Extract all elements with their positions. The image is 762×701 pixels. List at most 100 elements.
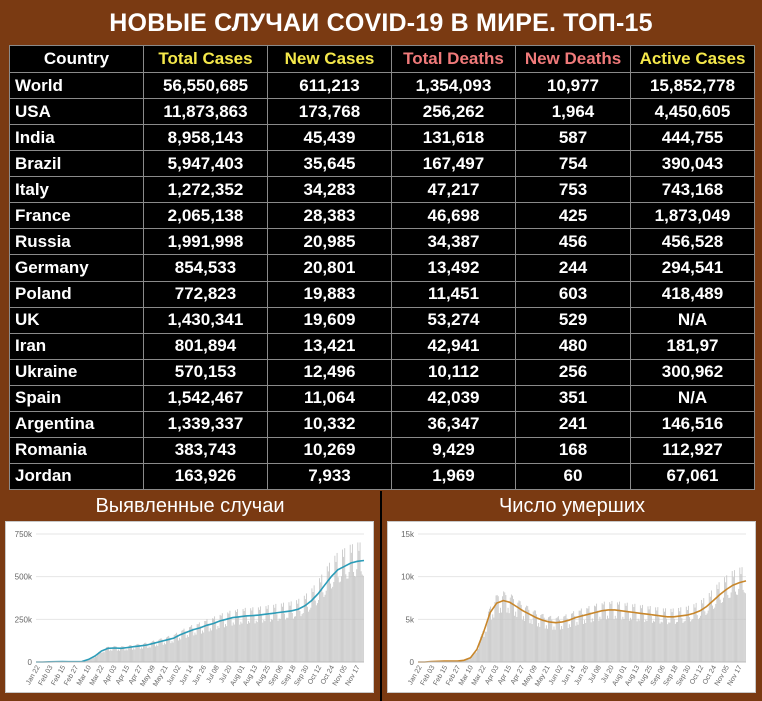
bar (508, 613, 510, 662)
bar (478, 648, 479, 662)
country-cell: France (9, 202, 144, 230)
bar (167, 636, 169, 662)
bar (709, 596, 711, 662)
bar (93, 657, 95, 662)
bar (312, 592, 314, 662)
active-cases-cell: 146,516 (630, 410, 755, 438)
bar (267, 605, 269, 662)
bar (357, 542, 359, 662)
bar (557, 616, 559, 662)
bar (496, 594, 498, 662)
bar (221, 613, 223, 662)
bar (86, 660, 88, 662)
bar (643, 614, 645, 662)
country-cell: Ukraine (9, 358, 144, 386)
bar (713, 608, 715, 662)
bar (702, 603, 704, 662)
bar (219, 614, 221, 662)
bar (324, 594, 326, 662)
new-cases-cell: 12,496 (267, 358, 392, 386)
bar (691, 620, 693, 662)
bar (240, 621, 242, 662)
table-row: Brazil 5,947,403 35,645 167,497 754 390,043 (9, 150, 755, 178)
bar (637, 618, 639, 662)
table-row: Romania 383,743 10,269 9,429 168 112,927 (9, 436, 755, 464)
bar (203, 632, 205, 662)
bar (229, 610, 231, 662)
table-row: USA 11,873,863 173,768 256,262 1,964 4,450,60… (9, 98, 755, 126)
section-divider (380, 491, 382, 701)
bar (205, 621, 207, 662)
bar (738, 588, 740, 662)
bar (325, 590, 327, 662)
bar (311, 588, 313, 662)
bar (575, 625, 577, 662)
new-deaths-cell: 587 (515, 124, 631, 152)
bar (460, 660, 462, 662)
bar (505, 595, 507, 662)
total-cases-cell: 570,153 (143, 358, 268, 386)
bar (191, 625, 193, 662)
bar (362, 575, 364, 662)
bar (592, 621, 594, 662)
y-tick-label: 10k (401, 573, 415, 582)
new-deaths-cell: 603 (515, 280, 631, 308)
total-cases-cell: 1,430,341 (143, 306, 268, 334)
bar (482, 631, 484, 662)
bar (298, 598, 300, 662)
country-cell: Germany (9, 254, 144, 282)
table-row: World 56,550,685 611,213 1,354,093 10,977 15,… (9, 71, 755, 100)
bar (633, 606, 635, 662)
bar (602, 604, 604, 662)
bar (465, 659, 466, 662)
bar (568, 624, 570, 662)
bar (704, 611, 706, 662)
bar (519, 601, 521, 662)
active-cases-cell: 444,755 (630, 124, 755, 152)
bar (735, 591, 736, 662)
bar (554, 629, 556, 662)
active-cases-cell: 4,450,605 (630, 98, 755, 126)
bar (233, 624, 235, 662)
bar (256, 622, 258, 662)
country-cell: Argentina (9, 410, 144, 438)
table-header-row: Country Total Cases New Cases Total Deaths N… (9, 45, 755, 73)
bar (350, 552, 352, 662)
bar (299, 610, 301, 662)
bar (531, 624, 533, 662)
bar (125, 649, 127, 662)
bar (635, 613, 637, 662)
bar (327, 571, 329, 662)
bar (608, 618, 610, 662)
active-cases-cell: 1,873,049 (630, 202, 755, 230)
bar (572, 613, 573, 662)
bar (356, 569, 358, 662)
bar (724, 577, 725, 662)
bar (600, 619, 602, 662)
table-row: UK 1,430,341 19,609 53,274 529 N/A (9, 306, 755, 334)
bar (308, 611, 310, 662)
bar (310, 607, 312, 662)
header-total-deaths: Total Deaths (391, 45, 516, 73)
table-row: India 8,958,143 45,439 131,618 587 444,755 (9, 124, 755, 152)
bar (330, 583, 331, 662)
bar (202, 630, 204, 662)
country-cell: India (9, 124, 144, 152)
bar (230, 617, 232, 662)
bar (689, 617, 690, 662)
bar (563, 616, 565, 662)
active-cases-cell: N/A (630, 384, 755, 412)
bar (294, 616, 295, 662)
total-deaths-cell: 131,618 (391, 124, 516, 152)
bar (474, 650, 476, 662)
table-row: Poland 772,823 19,883 11,451 603 418,489 (9, 280, 755, 308)
bar (301, 614, 303, 662)
bar (152, 640, 154, 662)
bar (243, 610, 245, 662)
bar (560, 629, 561, 662)
bar (544, 628, 546, 662)
new-cases-cell: 10,269 (267, 436, 392, 464)
bar (276, 614, 278, 662)
new-deaths-cell: 1,964 (515, 98, 631, 126)
bar (696, 615, 698, 662)
